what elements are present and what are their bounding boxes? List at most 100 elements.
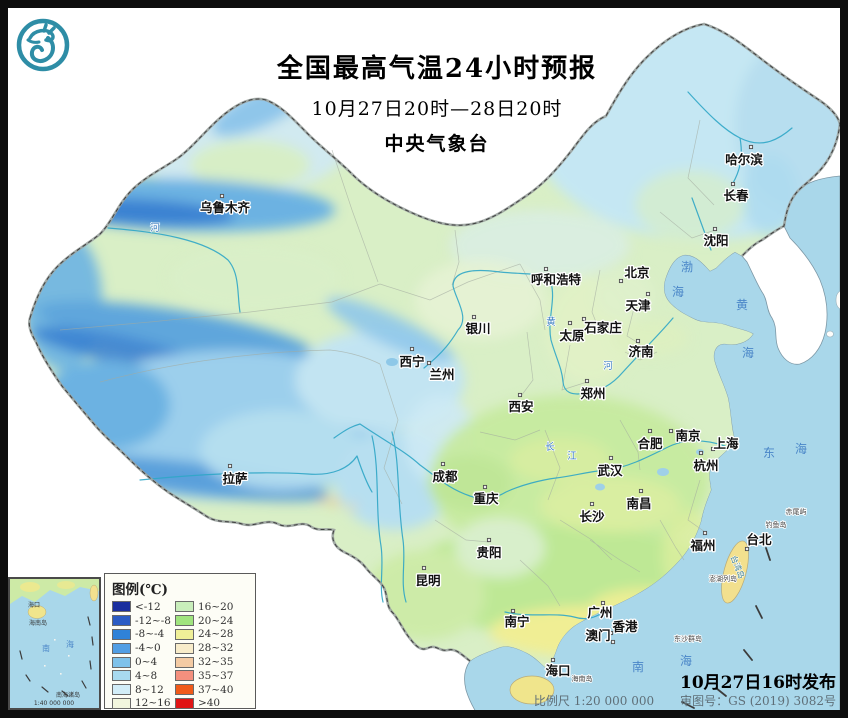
city-label: 北京	[624, 265, 650, 280]
sea-label: 南	[632, 659, 644, 674]
sea-label: 海	[795, 441, 807, 456]
city-label: 济南	[628, 344, 654, 359]
legend-column-right: 16~20 20~24 24~28 28~32 32~35 35~37 37~4…	[174, 600, 234, 711]
inset-city-label: 海口	[28, 601, 40, 609]
legend-label: 0~4	[135, 656, 158, 669]
legend-label: <-12	[135, 600, 161, 613]
city-label: 石家庄	[583, 320, 622, 335]
island-label: 海南岛	[572, 674, 593, 683]
map-canvas: 渤 海 黄 海 东 海 南 海 河 黄 河 长 江 钓鱼岛 赤尾屿 澎湖列岛 东…	[8, 8, 840, 710]
legend-item: 20~24	[174, 614, 233, 628]
nine-dash-line	[681, 547, 771, 709]
legend-swatch	[174, 697, 194, 709]
city-label: 长沙	[579, 509, 605, 524]
river-label: 河	[603, 360, 613, 372]
map-scale: 比例尺 1:20 000 000	[533, 694, 655, 708]
legend-item: >40	[174, 697, 234, 711]
legend-label: 16~20	[197, 600, 234, 613]
legend-swatch	[174, 628, 194, 640]
hainan-island	[509, 675, 555, 705]
legend-column-left: <-12 -12~-8 -8~-4 -4~0 0~4 4~8 8~12 12~1…	[112, 600, 171, 710]
legend-item: -8~-4	[112, 628, 171, 642]
inset-nine-dash-line	[19, 616, 94, 697]
city-label: 合肥	[637, 436, 663, 451]
legend-label: >40	[197, 697, 221, 710]
city-label: 上海	[713, 436, 739, 451]
inset-map: 海口 海南岛 南 海 南海诸岛 1:40 000 000	[10, 579, 99, 708]
legend-item: 32~35	[174, 655, 234, 669]
legend-label: 32~35	[197, 656, 234, 669]
city-label: 太原	[559, 328, 585, 343]
city-label: 海口	[545, 663, 570, 678]
city-label: 贵阳	[476, 545, 501, 560]
river-label: 长	[545, 441, 555, 453]
island-label: 澎湖列岛	[709, 574, 737, 583]
legend-item: 16~20	[174, 600, 234, 614]
legend-swatch	[112, 684, 131, 696]
city-markers: 乌鲁木齐 哈尔滨 长春 沈阳 北京 天津 呼和浩特 银川 太原 石家庄 济南 西…	[199, 144, 773, 679]
island-shape	[835, 290, 840, 310]
legend-swatch	[112, 628, 131, 640]
sea-label: 渤	[681, 260, 693, 274]
legend-swatch	[112, 656, 131, 668]
legend-swatch	[112, 615, 131, 627]
page-title: 全国最高气温24小时预报	[276, 54, 598, 84]
river-label: 江	[567, 451, 577, 462]
inset-hainan	[27, 605, 47, 619]
inset-taiwan	[89, 584, 99, 602]
legend-swatch	[174, 601, 194, 613]
city-label: 西宁	[399, 354, 424, 369]
legend-item: -4~0	[112, 641, 171, 655]
city-label: 兰州	[429, 367, 454, 382]
lake-qinghai	[386, 358, 398, 366]
legend-item: <-12	[112, 600, 171, 614]
sea-label: 海	[742, 345, 754, 360]
city-label: 南宁	[504, 614, 529, 629]
inset-islands-label: 南海诸岛	[56, 691, 80, 699]
city-label: 哈尔滨	[725, 152, 763, 167]
city-label: 澳门	[585, 628, 610, 643]
city-label: 郑州	[580, 386, 605, 401]
sea-label: 海	[680, 653, 692, 668]
legend-swatch	[174, 642, 194, 654]
lake-poyang	[657, 468, 669, 476]
rivers	[107, 91, 793, 620]
sea-label: 东	[763, 446, 775, 460]
city-label: 呼和浩特	[531, 272, 582, 287]
legend-item: 0~4	[112, 655, 171, 669]
legend-label: 28~32	[197, 642, 234, 655]
sea-label: 海	[672, 284, 684, 299]
legend-label: 37~40	[197, 683, 234, 696]
city-label: 武汉	[597, 463, 623, 478]
legend-swatch	[174, 684, 194, 696]
city-label: 广州	[587, 605, 612, 620]
river-label: 河	[150, 222, 160, 234]
legend-swatch	[112, 601, 131, 613]
inset-island-label: 海南岛	[29, 619, 47, 627]
map-meta: 比例尺 1:20 000 000 审图号：GS (2019) 3082号	[534, 692, 836, 709]
city-label: 沈阳	[703, 233, 728, 248]
legend-swatch	[112, 670, 131, 682]
legend-label: 4~8	[135, 669, 158, 682]
city-label: 南昌	[626, 496, 651, 511]
legend-item: 35~37	[174, 669, 234, 683]
forecast-period: 10月27日20时—28日20时	[311, 98, 563, 120]
city-label: 拉萨	[222, 471, 248, 486]
china-temperature-map: 渤 海 黄 海 东 海 南 海 河 黄 河 长 江 钓鱼岛 赤尾屿 澎湖列岛 东…	[8, 8, 840, 710]
city-label: 成都	[432, 469, 458, 484]
cma-dragon-logo	[16, 18, 70, 72]
city-label: 杭州	[693, 458, 718, 473]
province-boundaries	[59, 119, 716, 607]
city-label: 乌鲁木齐	[200, 200, 251, 215]
city-label: 福州	[689, 538, 715, 553]
island-label: 东沙群岛	[674, 634, 702, 643]
lake-dongting	[595, 483, 605, 491]
legend-swatch	[174, 670, 194, 682]
legend-title: 图例(℃)	[112, 582, 168, 598]
legend-label: 35~37	[197, 669, 234, 682]
city-label: 天津	[625, 298, 651, 313]
legend-swatch	[174, 615, 194, 627]
legend-item: -12~-8	[112, 614, 171, 628]
inset-sea-label: 海	[66, 639, 74, 649]
